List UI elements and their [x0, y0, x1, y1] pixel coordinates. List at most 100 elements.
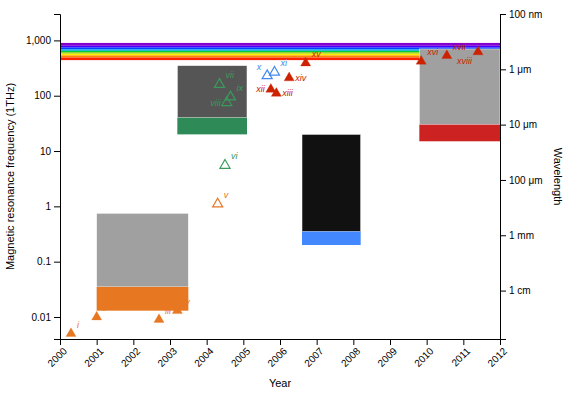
chart-container: iiiiiiivvviiviiiixvixxixiixiiixivxvxvixv…	[0, 0, 564, 393]
tick-label: 2011	[449, 345, 472, 368]
tick: 100 nm	[500, 9, 542, 20]
series	[213, 198, 223, 207]
tick-mark	[317, 339, 318, 345]
point	[213, 198, 223, 207]
point-label: iv	[183, 297, 190, 307]
tick-label: 1 μm	[509, 64, 531, 75]
point	[271, 88, 281, 97]
color-bar	[177, 118, 247, 135]
point	[269, 66, 279, 75]
tick: 2002	[119, 339, 143, 369]
tick-label: 2001	[82, 345, 106, 369]
tick-mark	[54, 317, 60, 318]
boxes	[97, 49, 500, 311]
point-label: xvi	[426, 47, 439, 57]
tick: 2000	[45, 339, 69, 369]
tick-mark	[500, 235, 506, 236]
point	[225, 91, 235, 100]
tick-mark	[97, 339, 98, 345]
image-box	[97, 213, 189, 287]
series	[266, 46, 483, 96]
point-label: iii	[165, 306, 172, 316]
point-label: xv	[311, 49, 322, 59]
point-label: ix	[237, 83, 244, 93]
tick: 0.1	[37, 256, 60, 267]
tick-label: 2008	[339, 345, 363, 369]
tick: 100 μm	[500, 175, 543, 186]
tick-label: 1 mm	[509, 230, 534, 241]
tick-label: 0.1	[37, 256, 51, 267]
tick: 10	[40, 146, 60, 157]
point	[220, 160, 230, 169]
axis-line	[54, 15, 61, 340]
series	[262, 66, 279, 78]
point	[416, 55, 426, 64]
tick: 1 μm	[500, 64, 531, 75]
point	[473, 46, 483, 55]
tick-label: 100 nm	[509, 9, 542, 20]
tick-mark	[500, 291, 506, 292]
tick-mark	[243, 339, 244, 345]
point-label: xviii	[456, 56, 473, 66]
tick-mark	[390, 339, 391, 345]
tick-label: 10	[40, 146, 52, 157]
y-axis-title: Magnetic resonance frequency (1THz)	[4, 83, 16, 270]
point	[154, 314, 164, 323]
tick-label: 2005	[229, 345, 253, 369]
tick-label: 0.01	[32, 312, 52, 323]
tick: 2008	[339, 339, 363, 369]
tick-mark	[463, 339, 464, 345]
tick-mark	[170, 339, 171, 345]
tick: 2009	[375, 339, 399, 369]
tick-mark	[54, 96, 60, 97]
tick-label: 100	[34, 90, 51, 101]
tick-mark	[54, 151, 60, 152]
tick: 2012	[485, 339, 509, 369]
image-box	[177, 66, 247, 118]
x-axis-title: Year	[269, 377, 292, 389]
tick-label: 2007	[302, 345, 326, 369]
point-label: x	[256, 62, 262, 72]
tick-label: 2002	[119, 345, 143, 369]
point-label: vi	[231, 151, 239, 161]
tick: 2010	[412, 339, 436, 369]
tick-mark	[207, 339, 208, 345]
tick-label: 1 cm	[509, 285, 531, 296]
axis-line	[61, 340, 501, 346]
point-label: xvii	[452, 42, 467, 52]
tick: 1,000	[26, 35, 60, 46]
tick-label: 2009	[375, 345, 399, 369]
tick-mark	[500, 180, 506, 181]
tick: 1 mm	[500, 230, 534, 241]
tick-label: 2006	[265, 345, 289, 369]
chart-svg: iiiiiiivvviiviiiixvixxixiixiiixivxvxvixv…	[0, 0, 564, 393]
x-axis: 2000200120022003200420052006200720082009…	[45, 339, 509, 369]
tick: 10 μm	[500, 119, 537, 130]
point-label: v	[224, 190, 229, 200]
tick-label: 2012	[485, 345, 509, 369]
tick: 2005	[229, 339, 253, 369]
tick-label: 1,000	[26, 35, 51, 46]
tick-label: 2010	[412, 345, 436, 369]
point	[66, 328, 76, 337]
tick: 100	[34, 90, 60, 101]
y2-axis-title: Wavelength	[552, 148, 564, 206]
tick-mark	[54, 206, 60, 207]
color-bar	[97, 287, 189, 311]
point	[92, 311, 102, 320]
tick-mark	[54, 262, 60, 263]
series	[66, 305, 182, 337]
points	[66, 46, 483, 336]
axis-line	[501, 15, 507, 340]
tick: 1 cm	[500, 285, 531, 296]
point-label: i	[77, 320, 80, 330]
point-label: ii	[103, 303, 108, 313]
tick: 2003	[155, 339, 179, 369]
point	[172, 305, 182, 314]
point	[442, 50, 452, 59]
band	[60, 43, 500, 46]
tick-mark	[54, 40, 60, 41]
tick-mark	[427, 339, 428, 345]
tick: 2007	[302, 339, 326, 369]
tick-mark	[500, 14, 506, 15]
